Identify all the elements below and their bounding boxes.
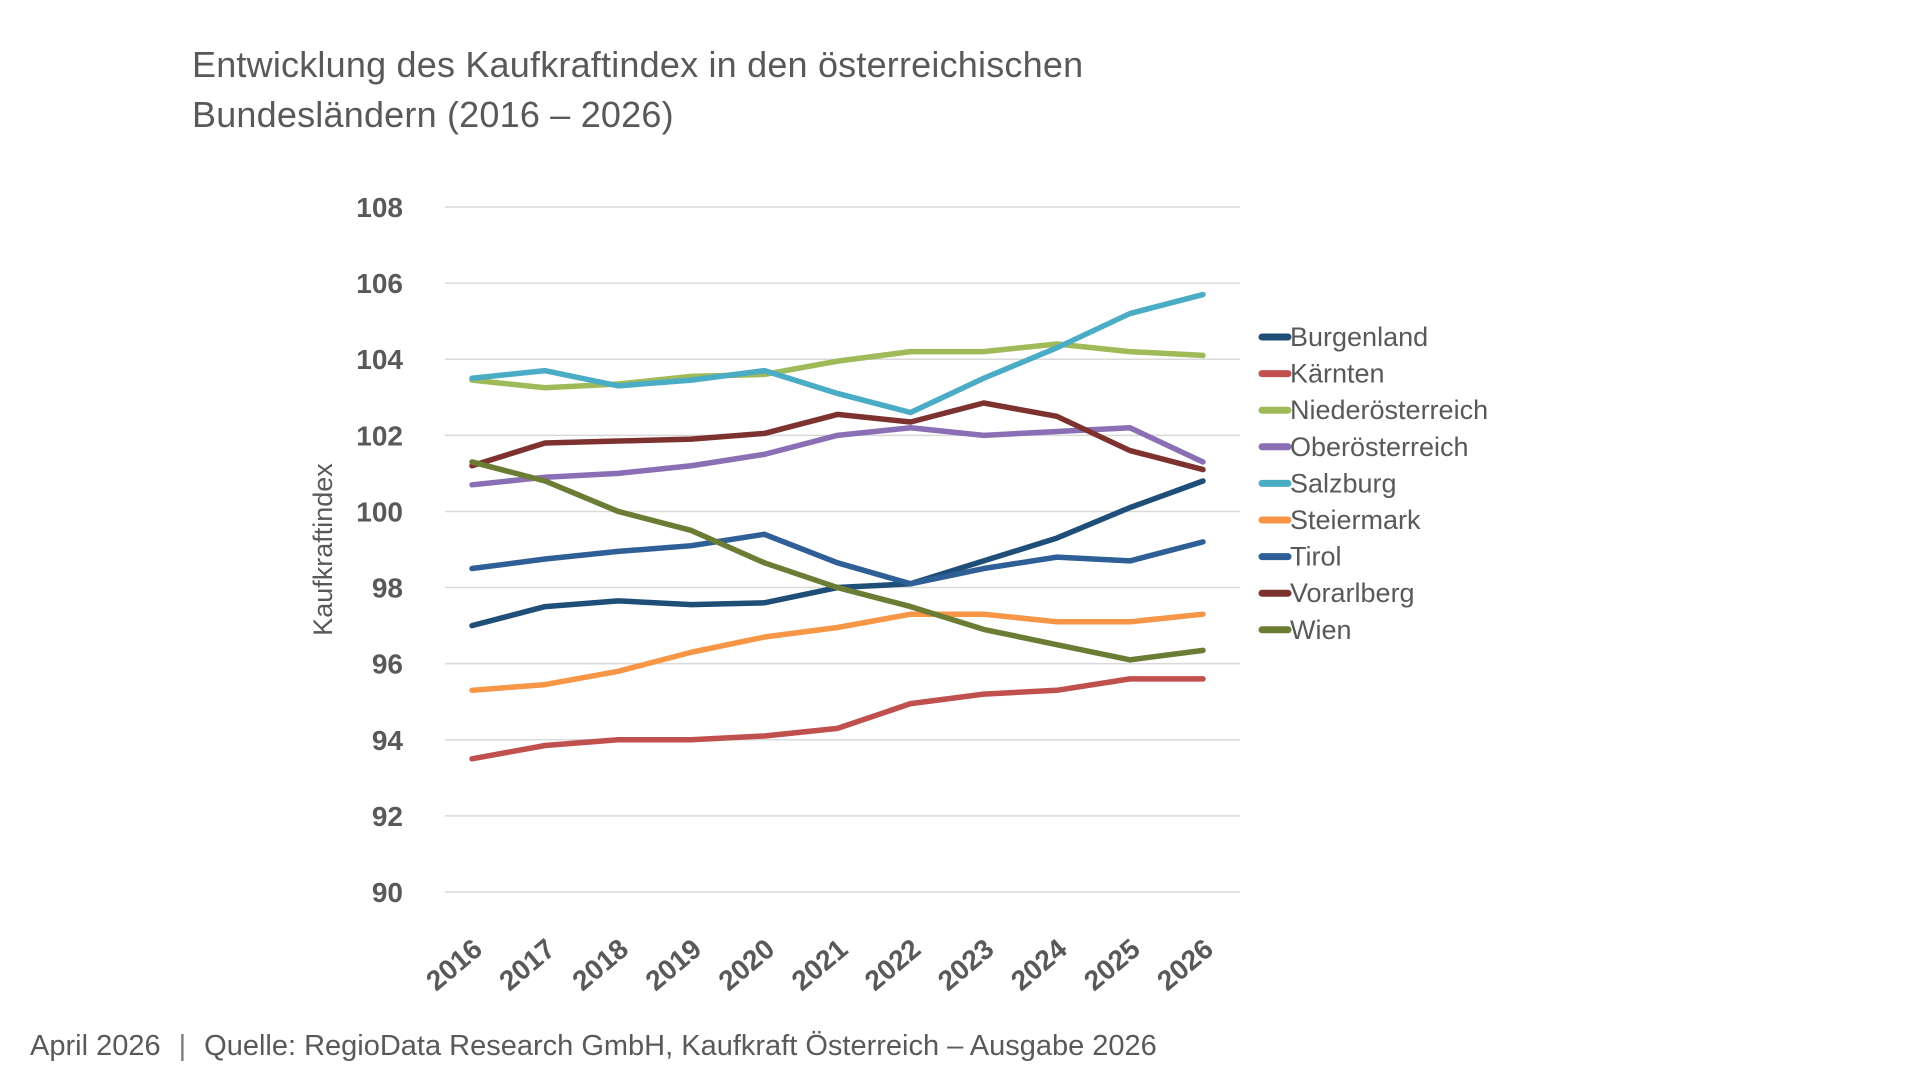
y-tick-label-104: 104 — [356, 344, 403, 375]
y-tick-label-96: 96 — [372, 649, 403, 680]
footer-source: Quelle: RegioData Research GmbH, Kaufkra… — [204, 1030, 1157, 1062]
y-tick-label-106: 106 — [356, 268, 403, 299]
series-line-niederoesterreich — [469, 341, 1206, 391]
y-tick-label-94: 94 — [372, 725, 404, 756]
x-tick-label-2021: 2021 — [786, 933, 854, 997]
x-tick-label-2022: 2022 — [859, 933, 927, 997]
legend-item-steiermark: Steiermark — [1258, 505, 1421, 535]
x-tick-label-2024: 2024 — [1005, 933, 1073, 997]
series-line-steiermark — [469, 611, 1206, 694]
chart-title: Entwicklung des Kaufkraftindex in den ös… — [192, 40, 1083, 140]
legend-label-kaernten: Kärnten — [1290, 359, 1385, 389]
kaufkraftindex-line-chart: 90 92 94 96 98 100 102 104 106 108 2016 2017 2018 201… — [308, 192, 1488, 997]
series-line-tirol — [469, 531, 1206, 587]
legend-item-oberoesterreich: Oberösterreich — [1258, 432, 1469, 462]
legend-label-tirol: Tirol — [1290, 542, 1342, 572]
y-tick-label-98: 98 — [372, 573, 403, 604]
chart-title-line2: Bundesländern (2016 – 2026) — [192, 94, 674, 135]
legend-label-niederoesterreich: Niederösterreich — [1290, 395, 1488, 425]
legend-label-burgenland: Burgenland — [1290, 322, 1428, 352]
series-line-vorarlberg — [469, 400, 1206, 473]
legend-item-tirol: Tirol — [1258, 542, 1342, 572]
x-tick-label-2023: 2023 — [932, 933, 1000, 997]
legend-label-vorarlberg: Vorarlberg — [1290, 578, 1415, 608]
x-tick-label-2026: 2026 — [1151, 933, 1219, 997]
legend-label-oberoesterreich: Oberösterreich — [1290, 432, 1469, 462]
legend-item-niederoesterreich: Niederösterreich — [1258, 395, 1488, 425]
x-tick-label-2017: 2017 — [493, 933, 561, 997]
chart-title-line1: Entwicklung des Kaufkraftindex in den ös… — [192, 44, 1084, 85]
y-tick-label-90: 90 — [372, 877, 403, 908]
source-footer: April 2026 | Quelle: RegioData Research … — [30, 1030, 1157, 1063]
legend-item-kaernten: Kärnten — [1258, 359, 1385, 389]
series-line-salzburg — [469, 291, 1206, 416]
series-line-wien — [469, 459, 1206, 663]
x-tick-label-2016: 2016 — [420, 933, 488, 997]
legend-item-burgenland: Burgenland — [1258, 322, 1428, 352]
y-tick-label-108: 108 — [356, 192, 403, 223]
y-tick-label-92: 92 — [372, 801, 403, 832]
y-tick-label-100: 100 — [356, 496, 403, 527]
legend-item-salzburg: Salzburg — [1258, 468, 1397, 498]
footer-separator: | — [178, 1030, 187, 1062]
legend-item-vorarlberg: Vorarlberg — [1258, 578, 1415, 608]
y-axis-title: Kaufkraftindex — [308, 463, 338, 636]
y-tick-label-102: 102 — [356, 420, 403, 451]
x-tick-label-2020: 2020 — [713, 933, 781, 997]
legend-label-wien: Wien — [1290, 615, 1352, 645]
legend-label-steiermark: Steiermark — [1290, 505, 1421, 535]
legend-item-wien: Wien — [1258, 615, 1352, 645]
x-tick-label-2019: 2019 — [640, 933, 708, 997]
footer-date: April 2026 — [30, 1030, 161, 1062]
x-tick-label-2018: 2018 — [566, 933, 634, 997]
series-line-kaernten — [469, 676, 1206, 762]
x-tick-label-2025: 2025 — [1078, 933, 1146, 997]
legend-label-salzburg: Salzburg — [1290, 468, 1397, 498]
